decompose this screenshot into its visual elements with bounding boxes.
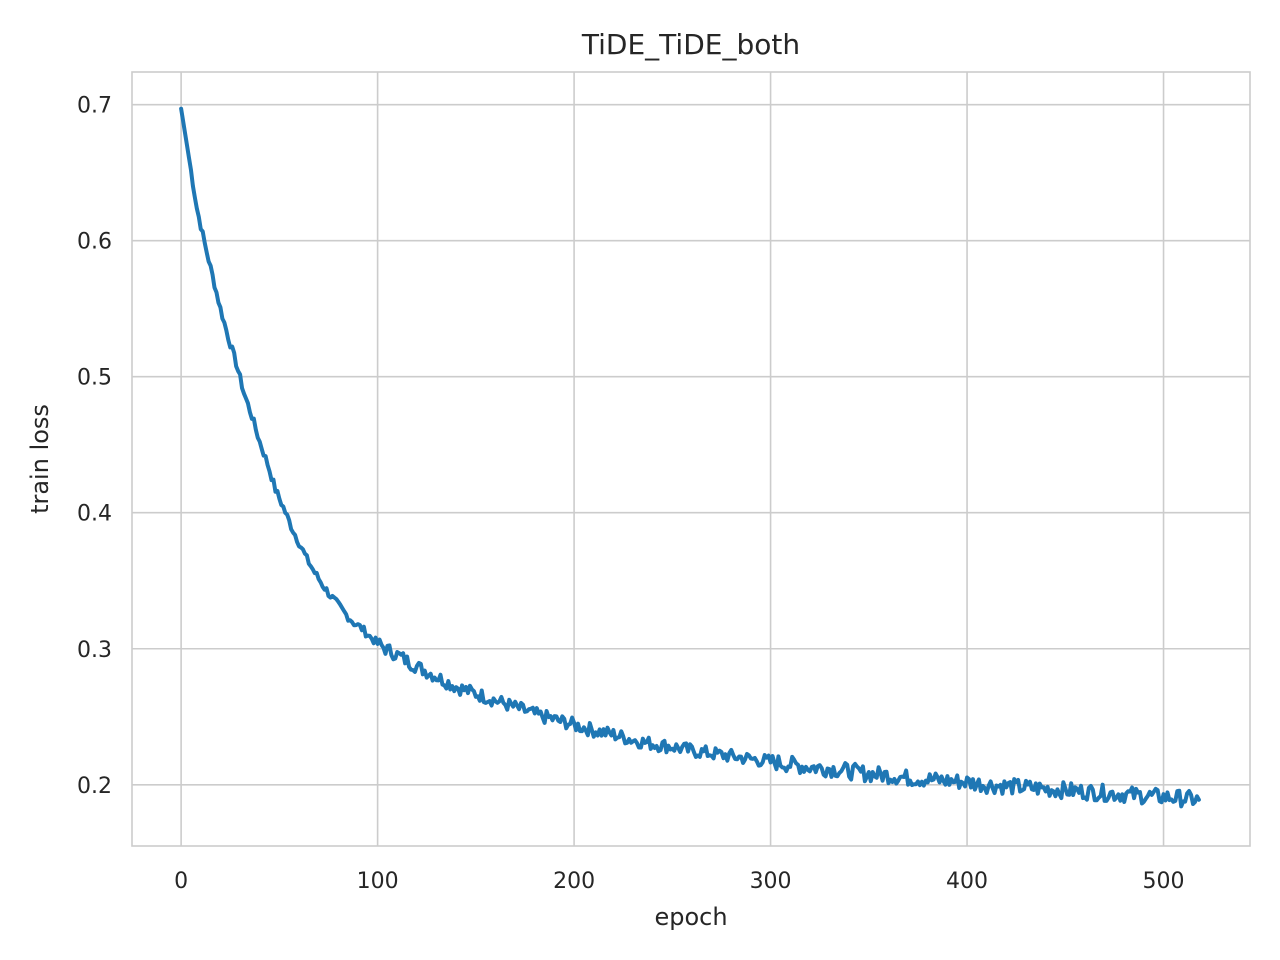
plot-area (132, 72, 1250, 846)
y-tick-label: 0.3 (77, 638, 112, 663)
y-axis-label: train loss (26, 404, 54, 514)
y-tick-label: 0.7 (77, 94, 112, 119)
x-tick-label: 0 (174, 869, 188, 894)
x-tick-label: 100 (357, 869, 399, 894)
x-axis-label: epoch (654, 903, 727, 931)
y-tick-label: 0.2 (77, 774, 112, 799)
chart-title: TiDE_TiDE_both (581, 28, 800, 61)
x-grid (180, 72, 1165, 846)
plot-frame (131, 71, 1251, 847)
y-tick-label: 0.5 (77, 366, 112, 391)
series-line (179, 106, 1201, 809)
x-tick-label: 200 (553, 869, 595, 894)
y-tick-label: 0.4 (77, 502, 112, 527)
x-tick-label: 300 (750, 869, 792, 894)
x-tick-labels: 0 100 200 300 400 500 (174, 869, 1184, 894)
y-tick-label: 0.6 (77, 230, 112, 255)
y-tick-labels: 0.2 0.3 0.4 0.5 0.6 0.7 (77, 94, 112, 799)
x-tick-label: 500 (1143, 869, 1185, 894)
x-tick-label: 400 (946, 869, 988, 894)
